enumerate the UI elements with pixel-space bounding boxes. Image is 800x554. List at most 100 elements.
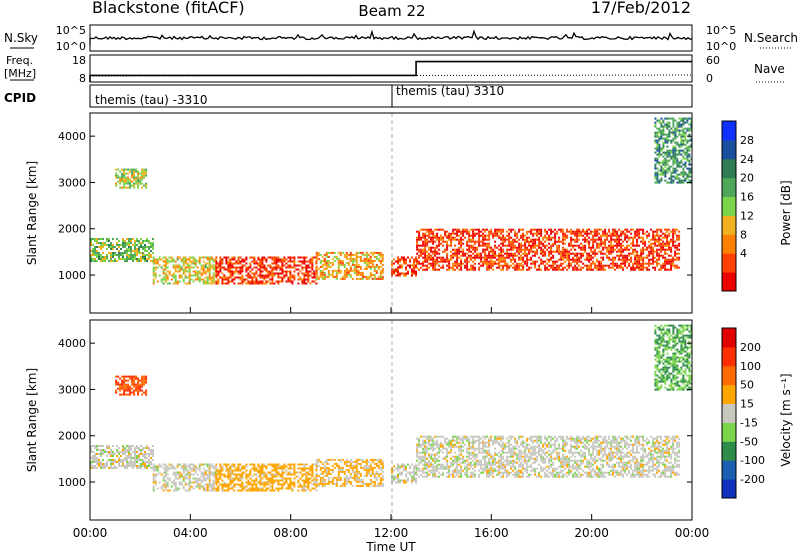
scatter-cell [484,256,487,259]
scatter-cell [215,483,218,486]
scatter-cell [215,481,218,484]
scatter-cell [428,254,431,257]
scatter-cell [325,261,328,264]
scatter-cell [229,266,232,269]
scatter-cell [678,145,681,148]
scatter-cell [654,135,657,138]
scatter-cell [133,182,136,185]
scatter-cell [92,254,94,256]
scatter-cell [206,266,209,269]
scatter-cell [616,236,619,239]
scatter-cell [508,266,511,269]
scatter-cell [227,268,230,271]
scatter-cell [219,463,222,466]
scatter-cell [100,246,102,248]
scatter-cell [381,275,384,278]
scatter-cell [102,459,104,461]
scatter-cell [606,234,609,237]
scatter-cell [674,141,677,144]
scatter-cell [245,489,248,492]
scatter-cell [119,170,122,173]
scatter-cell [239,469,242,472]
scatter-cell [548,264,551,267]
scatter-cell [434,266,437,269]
scatter-cell [618,238,621,241]
scatter-cell [494,232,497,235]
scatter-cell [357,255,360,258]
scatter-cell [311,266,314,269]
scatter-cell [259,467,262,470]
scatter-cell [190,266,193,269]
scatter-cell [229,481,232,484]
scatter-cell [100,248,102,250]
scatter-cell [237,469,240,472]
scatter-cell [466,268,469,271]
scatter-cell [313,483,316,486]
scatter-cell [198,262,201,265]
scatter-cell [357,458,360,461]
scatter-cell [664,266,667,269]
scatter-cell [335,255,338,258]
scatter-cell [618,256,621,259]
scatter-cell [241,481,244,484]
scatter-cell [321,259,324,262]
scatter-cell [688,155,691,158]
scatter-cell [271,270,274,273]
scatter-cell [229,280,232,283]
scatter-cell [361,253,364,256]
scatter-cell [166,469,169,472]
scatter-cell [570,230,573,233]
scatter-cell [472,264,475,267]
scatter-cell [616,240,619,243]
scatter-cell [168,256,171,259]
scatter-cell [600,268,603,271]
scatter-cell [208,479,211,482]
scatter-cell [670,171,673,174]
scatter-cell [470,258,473,261]
scatter-cell [676,149,679,152]
scatter-cell [277,489,280,492]
scatter-cell [279,272,282,275]
scatter-cell [106,240,108,242]
scatter-cell [110,254,112,256]
scatter-cell [552,244,555,247]
scatter-cell [325,275,328,278]
scatter-cell [540,234,543,237]
scatter-cell [114,246,116,248]
scatter-cell [422,232,425,235]
scatter-cell [283,270,286,273]
scatter-cell [317,251,320,254]
scatter-cell [438,260,441,263]
scatter-cell [140,258,142,260]
scatter-cell [562,230,565,233]
scatter-cell [353,257,356,260]
scatter-cell [626,248,629,251]
scatter-cell [516,234,519,237]
scatter-cell [323,470,326,473]
scatter-cell [184,489,187,492]
scatter-cell [656,149,659,152]
scatter-cell [166,489,169,492]
scatter-cell [381,271,384,274]
scatter-cell [261,481,264,484]
scatter-cell [249,477,252,480]
scatter-cell [124,258,126,260]
scatter-cell [488,238,491,241]
scatter-cell [269,282,272,285]
scatter-cell [188,487,191,490]
scatter-cell [460,236,463,239]
scatter-cell [204,256,207,259]
colorbar-frame [721,120,737,292]
scatter-cell [136,451,138,453]
scatter-cell [544,244,547,247]
scatter-cell [672,157,675,160]
scatter-cell [125,176,128,179]
scatter-cell [634,236,637,239]
scatter-cell [678,117,681,120]
scatter-cell [347,261,350,264]
scatter-cell [678,125,681,128]
scatter-cell [486,266,489,269]
scatter-cell [200,256,203,259]
scatter-cell [124,449,126,451]
scatter-cell [550,232,553,235]
